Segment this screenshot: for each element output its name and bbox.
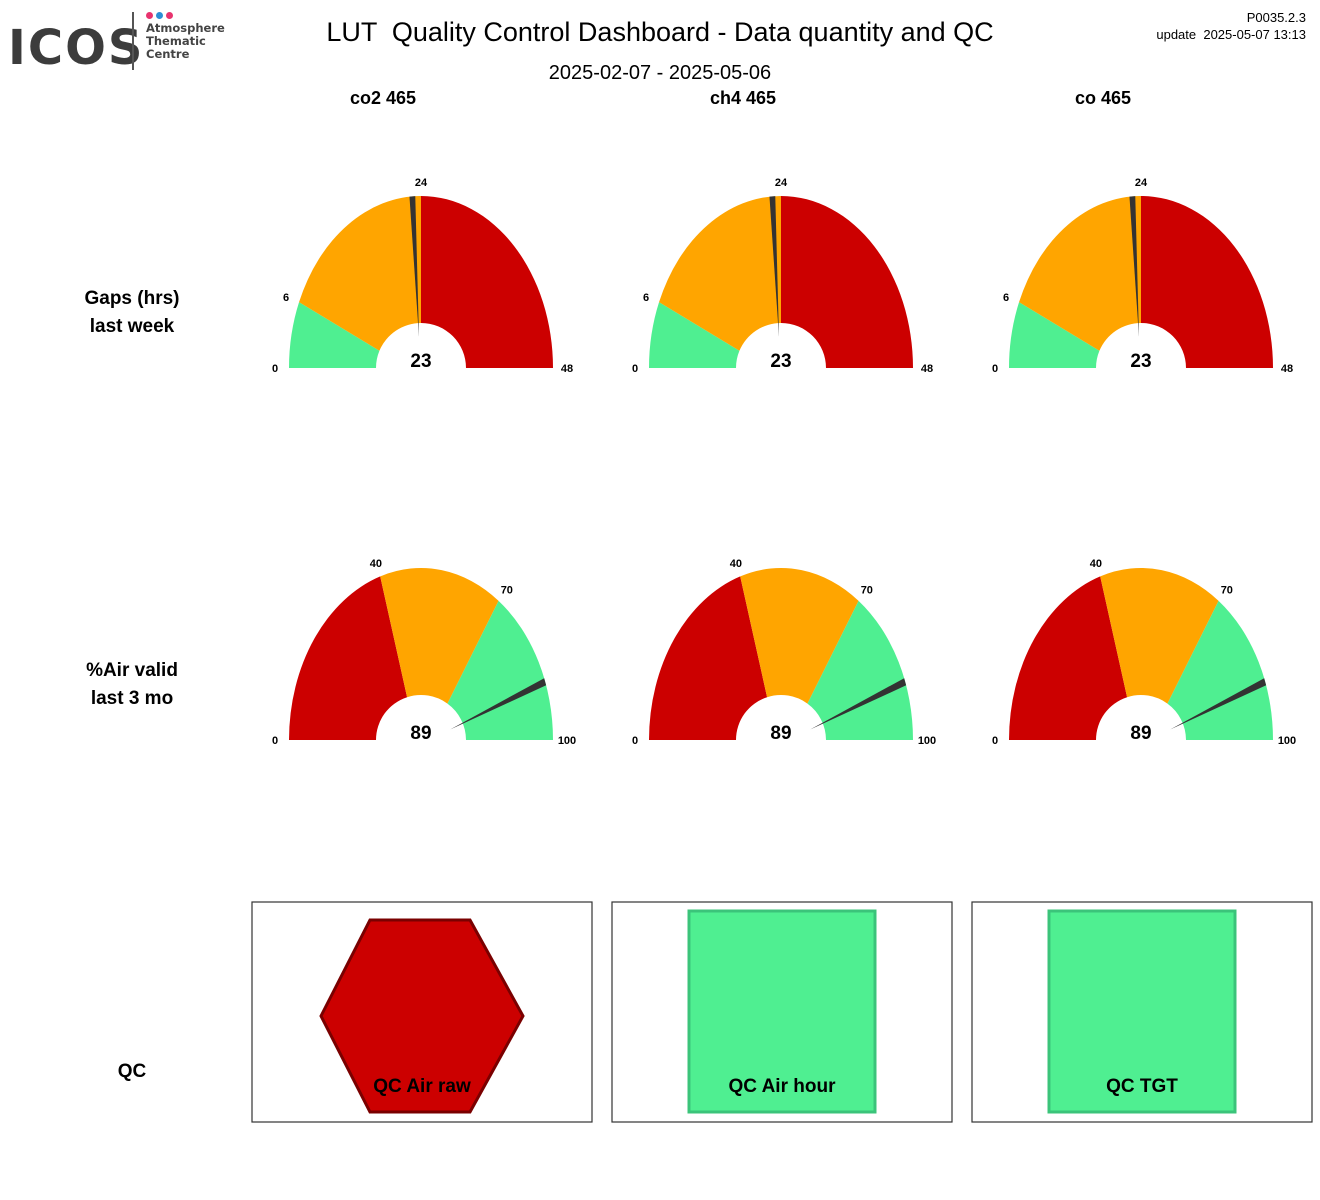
logo-wordmark: ICOS: [8, 20, 145, 76]
row-label-0-line-1: Gaps (hrs): [84, 288, 179, 309]
logo-subtitle: Atmosphere Thematic Centre: [146, 22, 236, 61]
gauge-tick-1-1-1: 40: [730, 558, 742, 570]
dashboard-title: LUT Quality Control Dashboard - Data qua…: [326, 17, 994, 47]
logo-dot-2: [156, 12, 163, 19]
gauge-band-0-2-2: [1141, 196, 1273, 368]
gauge-value-1-1: 89: [770, 723, 791, 744]
column-header-2: co 465: [1075, 88, 1131, 108]
logo-line-1: Atmosphere: [146, 21, 225, 35]
row-label-1-line-2: last 3 mo: [91, 688, 173, 709]
gauge-band-1-2-0: [1009, 576, 1128, 740]
gauge-band-0-1-0: [649, 302, 740, 368]
qc-label-0: QC Air raw: [373, 1076, 471, 1097]
qc-row-label: QC: [118, 1061, 147, 1082]
qc-label-1: QC Air hour: [729, 1076, 837, 1097]
gauge-tick-1-1-0: 0: [632, 735, 638, 747]
column-header-1: ch4 465: [710, 88, 776, 108]
gauge-tick-1-1-2: 70: [861, 585, 873, 597]
column-header-0: co2 465: [350, 88, 416, 108]
row-label-1-line-1: %Air valid: [86, 660, 178, 681]
gauge-tick-1-2-2: 70: [1221, 585, 1233, 597]
gauge-value-0-2: 23: [1130, 351, 1151, 372]
qc-label-2: QC TGT: [1106, 1076, 1178, 1097]
gauge-tick-1-2-0: 0: [992, 735, 998, 747]
gauge-tick-0-0-3: 48: [561, 363, 573, 375]
gauge-tick-0-2-3: 48: [1281, 363, 1293, 375]
logo-dot-3: [166, 12, 173, 19]
gauge-band-1-2-2: [1167, 600, 1273, 740]
gauge-tick-0-1-1: 6: [643, 292, 649, 304]
gauge-band-1-1-1: [740, 568, 859, 704]
gauge-needle-1-1: [810, 678, 907, 730]
gauge-needle-0-2: [1129, 196, 1139, 338]
gauge-band-0-1-2: [781, 196, 913, 368]
gauge-tick-1-0-3: 100: [558, 735, 576, 747]
gauge-band-0-0-0: [289, 302, 380, 368]
gauge-value-0-1: 23: [770, 351, 791, 372]
gauge-tick-0-2-0: 0: [992, 363, 998, 375]
gauge-needle-0-0: [409, 196, 419, 338]
qc-status-square-2: [1047, 909, 1237, 1114]
date-range: 2025-02-07 - 2025-05-06: [548, 62, 772, 84]
gauge-value-1-0: 89: [410, 723, 431, 744]
logo-line-3: Centre: [146, 47, 190, 61]
gauge-tick-0-1-2: 24: [775, 177, 788, 189]
gauge-needle-1-2: [1170, 678, 1267, 730]
gauge-band-1-1-0: [649, 576, 768, 740]
gauge-band-1-0-1: [380, 568, 499, 704]
qc-status-hexagon-0: [319, 918, 525, 1114]
gauge-value-1-2: 89: [1130, 723, 1151, 744]
gauge-tick-1-0-1: 40: [370, 558, 382, 570]
logo-line-2: Thematic: [146, 34, 206, 48]
gauge-tick-0-1-3: 48: [921, 363, 933, 375]
gauge-band-0-1-1: [659, 195, 781, 351]
gauge-band-0-0-2: [421, 196, 553, 368]
gauge-band-1-1-2: [807, 600, 913, 740]
gauge-tick-1-0-2: 70: [501, 585, 513, 597]
gauge-value-0-0: 23: [410, 351, 431, 372]
gauge-tick-0-1-0: 0: [632, 363, 638, 375]
row-label-0-line-2: last week: [90, 316, 175, 337]
gauge-tick-0-2-1: 6: [1003, 292, 1009, 304]
gauge-needle-0-1: [769, 196, 779, 338]
logo-dot-1: [146, 12, 153, 19]
logo-divider: [132, 12, 134, 70]
gauge-tick-1-1-3: 100: [918, 735, 936, 747]
gauge-needle-1-0: [450, 678, 547, 730]
gauge-band-1-2-1: [1100, 568, 1219, 704]
gauge-tick-0-0-0: 0: [272, 363, 278, 375]
gauge-tick-1-0-0: 0: [272, 735, 278, 747]
gauge-band-1-0-2: [447, 600, 553, 740]
gauge-tick-0-0-1: 6: [283, 292, 289, 304]
gauge-band-0-2-0: [1009, 302, 1100, 368]
meta-info: P0035.2.3 update 2025-05-07 13:13: [1156, 9, 1306, 43]
icos-logo: ICOS Atmosphere Thematic Centre: [6, 8, 226, 76]
gauge-tick-1-2-3: 100: [1278, 735, 1296, 747]
gauge-tick-1-2-1: 40: [1090, 558, 1102, 570]
gauge-tick-0-0-2: 24: [415, 177, 428, 189]
qc-status-square-1: [687, 909, 877, 1114]
gauge-tick-0-2-2: 24: [1135, 177, 1148, 189]
gauge-band-0-2-1: [1019, 195, 1141, 351]
update-timestamp: update 2025-05-07 13:13: [1156, 27, 1306, 42]
version-label: P0035.2.3: [1246, 10, 1306, 25]
gauge-band-1-0-0: [289, 576, 408, 740]
gauge-band-0-0-1: [299, 196, 421, 351]
